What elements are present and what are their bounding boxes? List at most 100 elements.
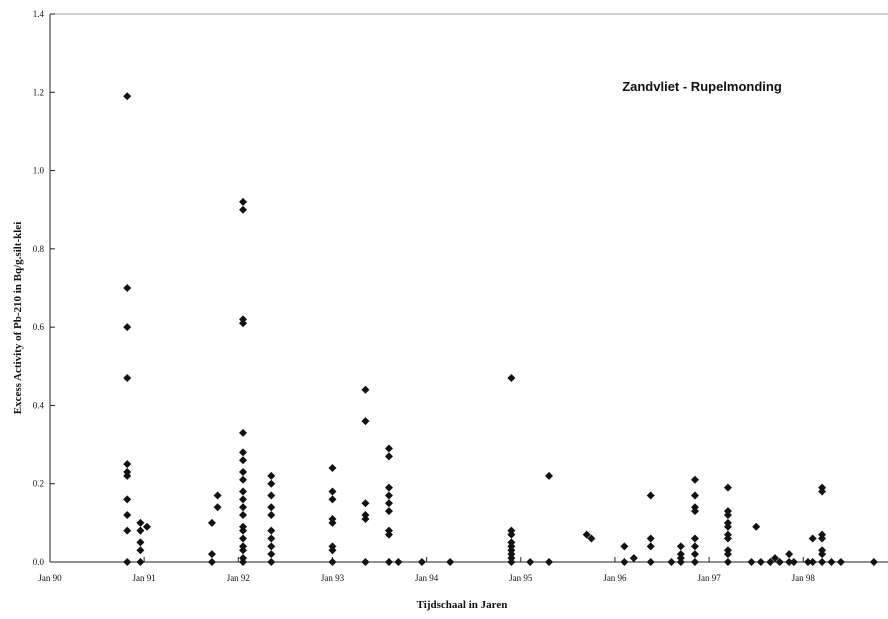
data-point [507, 558, 516, 566]
data-point [239, 534, 248, 543]
data-point [123, 460, 132, 469]
data-point [361, 385, 370, 394]
data-point [752, 522, 761, 531]
y-tick-label: 0.8 [33, 244, 45, 254]
data-point [676, 542, 685, 551]
data-point [267, 550, 276, 559]
data-point [394, 558, 403, 566]
data-point [267, 526, 276, 535]
data-point [690, 507, 699, 516]
data-point [384, 444, 393, 453]
data-point [267, 511, 276, 520]
x-tick-label: Jan 97 [697, 573, 721, 583]
data-point [123, 495, 132, 504]
data-point [690, 475, 699, 484]
data-point [136, 558, 145, 566]
data-point [361, 499, 370, 508]
data-point [239, 526, 248, 535]
data-point [789, 558, 798, 566]
data-point [526, 558, 535, 566]
data-point [723, 550, 732, 559]
data-point [545, 471, 554, 480]
data-point [239, 205, 248, 214]
x-tick-label: Jan 92 [227, 573, 250, 583]
data-point [827, 558, 836, 566]
data-point [384, 483, 393, 492]
data-point [136, 518, 145, 527]
data-point [723, 483, 732, 492]
data-point [417, 558, 426, 566]
data-point [239, 487, 248, 496]
data-point [267, 534, 276, 543]
y-tick-label: 0.6 [33, 322, 45, 332]
data-point [818, 534, 827, 543]
y-tick-label: 0.0 [33, 557, 45, 567]
data-point [239, 448, 248, 457]
data-point [690, 542, 699, 551]
data-point [803, 558, 812, 566]
data-point [207, 558, 216, 566]
data-point [836, 558, 845, 566]
data-point [384, 491, 393, 500]
data-point [328, 495, 337, 504]
data-point [267, 471, 276, 480]
data-point [361, 514, 370, 523]
data-point [267, 491, 276, 500]
data-point [328, 558, 337, 566]
data-point [771, 554, 780, 563]
data-point [384, 499, 393, 508]
data-point [545, 558, 554, 566]
data-point [384, 507, 393, 516]
data-point [808, 558, 817, 566]
data-point [507, 530, 516, 539]
data-point [646, 558, 655, 566]
y-tick-label: 0.2 [33, 479, 44, 489]
data-point [136, 526, 145, 535]
y-tick-label: 1.2 [33, 87, 44, 97]
data-point [267, 542, 276, 551]
data-point [239, 546, 248, 555]
data-point [446, 558, 455, 566]
chart-annotation: Zandvliet - Rupelmonding [622, 79, 782, 94]
y-tick-label: 0.4 [33, 400, 45, 410]
x-tick-label: Jan 94 [415, 573, 439, 583]
data-point [213, 491, 222, 500]
data-point [239, 456, 248, 465]
data-point [690, 534, 699, 543]
x-tick-label: Jan 95 [509, 573, 533, 583]
data-point [785, 550, 794, 559]
data-point [239, 467, 248, 476]
data-point [239, 428, 248, 437]
data-point [239, 495, 248, 504]
data-point [818, 487, 827, 496]
data-point [384, 558, 393, 566]
data-point [869, 558, 878, 566]
data-point [267, 479, 276, 488]
data-point [723, 558, 732, 566]
data-point [142, 522, 151, 531]
data-point [775, 558, 784, 566]
data-point [747, 558, 756, 566]
data-point [239, 511, 248, 520]
data-point [123, 471, 132, 480]
y-tick-label: 1.0 [33, 166, 45, 176]
data-point [723, 511, 732, 520]
data-point [239, 503, 248, 512]
data-point [207, 518, 216, 527]
data-point [766, 558, 775, 566]
data-point [123, 284, 132, 292]
data-point [136, 538, 145, 547]
data-point [676, 558, 685, 566]
data-point [582, 530, 591, 539]
data-point [785, 558, 794, 566]
y-tick-label: 1.4 [33, 9, 45, 19]
data-point [808, 534, 817, 543]
data-point [328, 546, 337, 555]
data-point [620, 558, 629, 566]
data-point [213, 503, 222, 512]
data-point [361, 558, 370, 566]
data-point [267, 503, 276, 512]
data-point [267, 558, 276, 566]
